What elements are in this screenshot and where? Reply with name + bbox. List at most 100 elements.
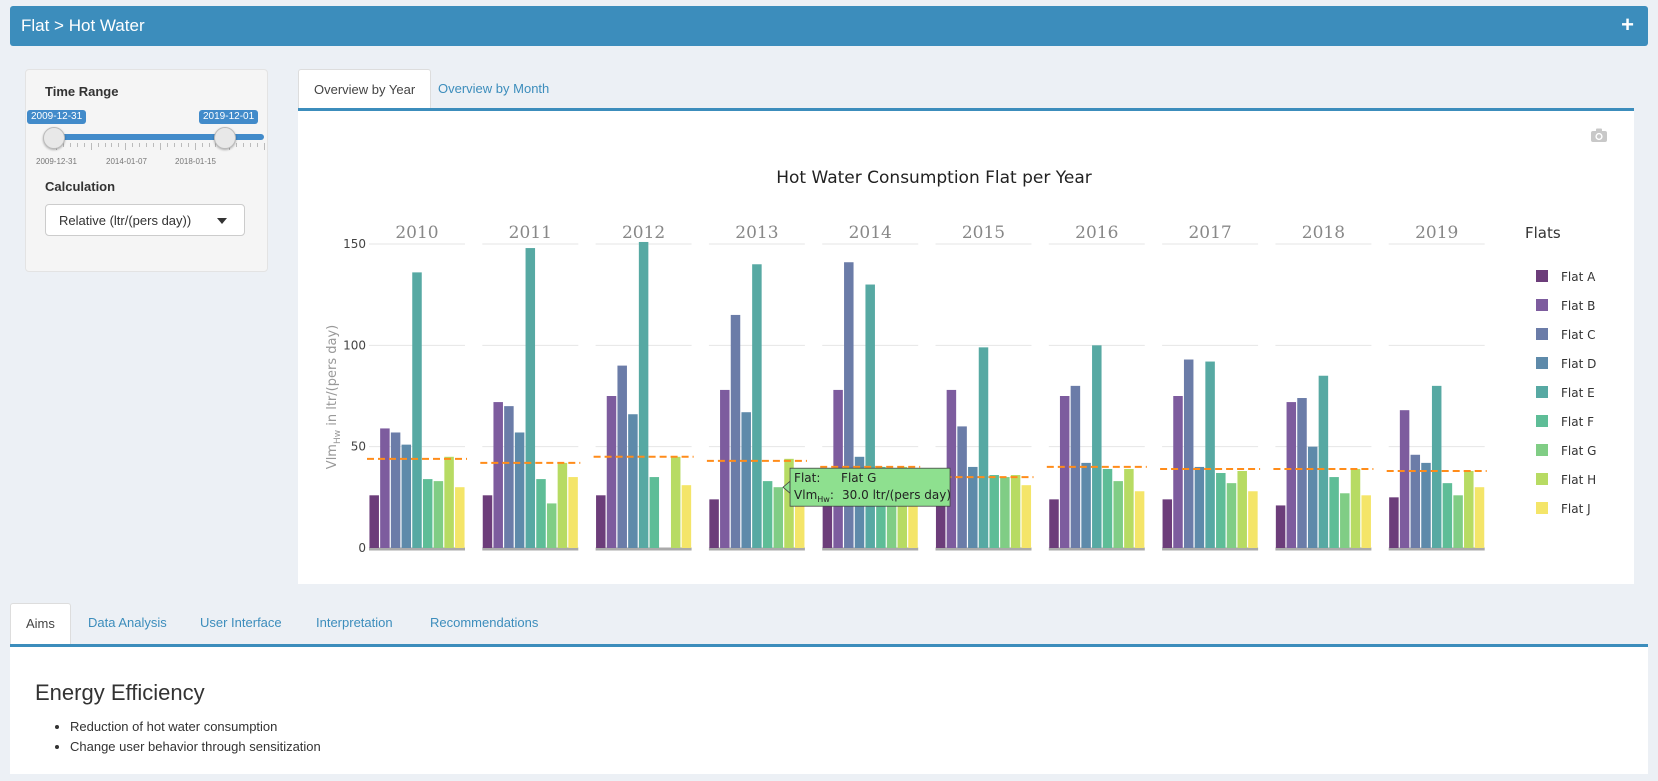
bar[interactable] bbox=[493, 402, 503, 548]
bar[interactable] bbox=[482, 495, 493, 548]
tab-overview-by-year[interactable]: Overview by Year bbox=[298, 69, 432, 110]
bar[interactable] bbox=[1442, 483, 1453, 548]
bar[interactable] bbox=[1431, 385, 1442, 548]
bar[interactable] bbox=[380, 428, 390, 548]
bar[interactable] bbox=[1183, 359, 1194, 548]
bar[interactable] bbox=[1340, 493, 1350, 548]
legend-swatch[interactable] bbox=[1536, 415, 1548, 427]
bar[interactable] bbox=[568, 477, 578, 548]
bar[interactable] bbox=[1237, 470, 1247, 548]
bar[interactable] bbox=[412, 272, 422, 548]
bar[interactable] bbox=[1275, 505, 1286, 548]
tab-overview-by-month[interactable]: Overview by Month bbox=[438, 81, 550, 96]
bar[interactable] bbox=[557, 462, 568, 548]
bar[interactable] bbox=[1216, 473, 1226, 548]
bar[interactable] bbox=[536, 479, 546, 548]
bar[interactable] bbox=[649, 477, 660, 548]
bar[interactable] bbox=[822, 499, 833, 548]
tab-aims[interactable]: Aims bbox=[10, 603, 71, 644]
legend-label[interactable]: Flat D bbox=[1561, 357, 1596, 371]
camera-icon[interactable] bbox=[1590, 127, 1608, 143]
legend-label[interactable]: Flat E bbox=[1561, 386, 1595, 400]
legend-label[interactable]: Flat G bbox=[1561, 444, 1596, 458]
bar[interactable] bbox=[1194, 466, 1205, 548]
bar[interactable] bbox=[1173, 396, 1183, 548]
bar[interactable] bbox=[865, 284, 875, 548]
bar[interactable] bbox=[1318, 375, 1329, 548]
bar[interactable] bbox=[1049, 499, 1059, 548]
bar[interactable] bbox=[1286, 402, 1297, 548]
bar[interactable] bbox=[1410, 454, 1421, 548]
bar[interactable] bbox=[1021, 485, 1032, 548]
legend-swatch[interactable] bbox=[1536, 299, 1548, 311]
legend-swatch[interactable] bbox=[1536, 270, 1548, 282]
tab-data-analysis[interactable]: Data Analysis bbox=[88, 615, 167, 630]
bar[interactable] bbox=[946, 389, 957, 548]
bar[interactable] bbox=[1421, 462, 1431, 548]
bar[interactable] bbox=[1307, 446, 1318, 548]
bar[interactable] bbox=[794, 483, 805, 548]
legend-swatch[interactable] bbox=[1536, 357, 1548, 369]
bar[interactable] bbox=[1000, 477, 1010, 548]
bar[interactable] bbox=[908, 483, 918, 548]
legend-swatch[interactable] bbox=[1536, 386, 1548, 398]
bar[interactable] bbox=[1059, 396, 1070, 548]
bar[interactable] bbox=[1113, 481, 1123, 548]
legend-swatch[interactable] bbox=[1536, 444, 1548, 456]
legend-swatch[interactable] bbox=[1536, 328, 1548, 340]
bar[interactable] bbox=[1205, 361, 1215, 548]
bar[interactable] bbox=[741, 412, 751, 548]
bar[interactable] bbox=[444, 456, 454, 548]
bar[interactable] bbox=[1361, 495, 1371, 548]
bar[interactable] bbox=[957, 426, 967, 548]
tab-user-interface[interactable]: User Interface bbox=[200, 615, 282, 630]
bar[interactable] bbox=[606, 396, 617, 548]
bar[interactable] bbox=[455, 487, 465, 548]
tab-interpretation[interactable]: Interpretation bbox=[316, 615, 393, 630]
bar[interactable] bbox=[730, 314, 741, 548]
plus-icon[interactable]: + bbox=[1621, 12, 1634, 37]
bar[interactable] bbox=[546, 503, 557, 548]
legend-swatch[interactable] bbox=[1536, 473, 1548, 485]
bar[interactable] bbox=[968, 466, 978, 548]
bar[interactable] bbox=[1162, 499, 1173, 548]
bar[interactable] bbox=[681, 485, 692, 548]
bar[interactable] bbox=[1010, 475, 1021, 548]
bar[interactable] bbox=[1474, 487, 1485, 548]
bar[interactable] bbox=[401, 444, 412, 548]
tab-recommendations[interactable]: Recommendations bbox=[430, 615, 539, 630]
slider-handle-from[interactable] bbox=[43, 127, 65, 149]
bar[interactable] bbox=[504, 406, 514, 548]
bar[interactable] bbox=[638, 241, 649, 548]
bar[interactable] bbox=[514, 432, 525, 548]
bar[interactable] bbox=[369, 495, 379, 548]
bar[interactable] bbox=[1464, 470, 1474, 548]
bar[interactable] bbox=[886, 470, 897, 548]
bar[interactable] bbox=[1248, 491, 1258, 548]
bar[interactable] bbox=[1134, 491, 1145, 548]
bar[interactable] bbox=[1092, 345, 1102, 548]
legend-swatch[interactable] bbox=[1536, 502, 1548, 514]
bar[interactable] bbox=[1389, 497, 1399, 548]
bar[interactable] bbox=[670, 456, 681, 548]
bar[interactable] bbox=[1329, 477, 1339, 548]
bar[interactable] bbox=[433, 481, 444, 548]
bar[interactable] bbox=[773, 487, 784, 548]
bar[interactable] bbox=[989, 475, 999, 548]
legend-label[interactable]: Flat B bbox=[1561, 299, 1595, 313]
legend-label[interactable]: Flat J bbox=[1561, 502, 1591, 516]
bar[interactable] bbox=[1102, 468, 1113, 548]
bar[interactable] bbox=[390, 432, 401, 548]
bar[interactable] bbox=[897, 466, 908, 548]
bar[interactable] bbox=[1350, 468, 1361, 548]
bar[interactable] bbox=[1226, 483, 1237, 548]
bar[interactable] bbox=[628, 414, 638, 548]
bar[interactable] bbox=[596, 495, 606, 548]
bar[interactable] bbox=[525, 248, 536, 548]
bar[interactable] bbox=[1297, 398, 1307, 548]
bar[interactable] bbox=[844, 262, 854, 548]
bar[interactable] bbox=[752, 264, 762, 548]
bar[interactable] bbox=[935, 499, 946, 548]
bar[interactable] bbox=[978, 347, 989, 548]
bar[interactable] bbox=[422, 479, 433, 548]
